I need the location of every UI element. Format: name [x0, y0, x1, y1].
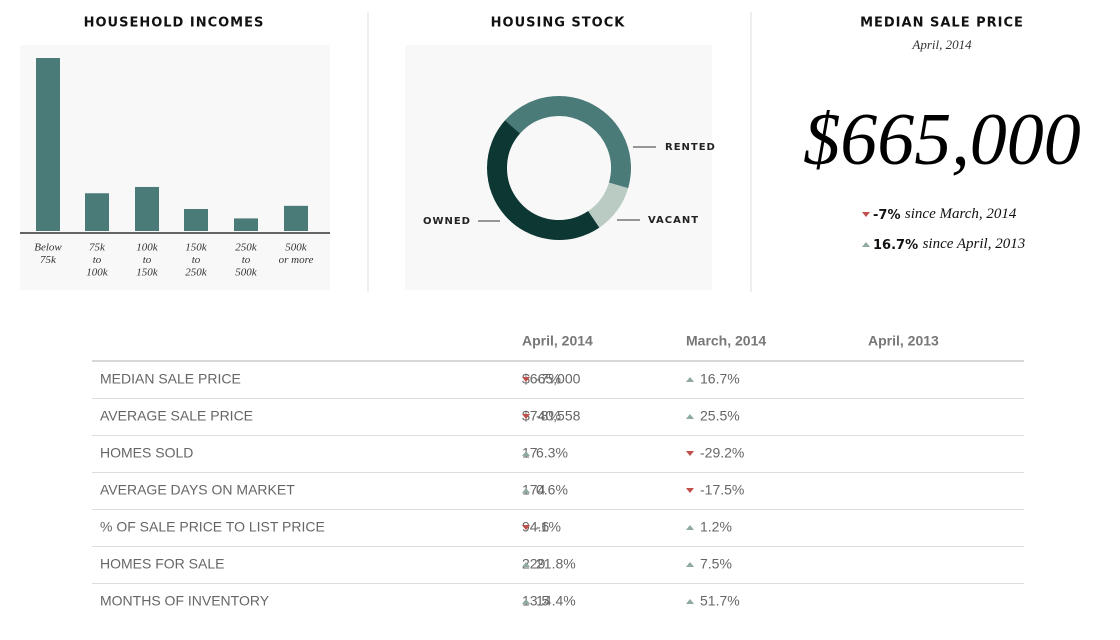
x-tick-label: 250k: [235, 242, 258, 254]
x-tick-label: 75k: [40, 254, 57, 266]
arrow-up: [686, 562, 694, 567]
change-value: 16.7%: [873, 238, 918, 253]
cell: 25.5%: [700, 408, 740, 424]
bar: [284, 205, 308, 231]
row-label: AVERAGE SALE PRICE: [100, 408, 253, 424]
x-tick-label: 150k: [185, 242, 208, 254]
cell: -1%: [536, 519, 561, 535]
cell: 94.6: [522, 519, 549, 535]
change-text: since March, 2014: [905, 206, 1017, 222]
bar: [135, 186, 159, 231]
arrow-down: [686, 451, 694, 456]
row-label: % OF SALE PRICE TO LIST PRICE: [100, 519, 325, 535]
x-tick-label: 75k: [89, 242, 106, 254]
cell: 7.5%: [700, 556, 732, 572]
stat-change: -7% since March, 2014: [873, 206, 1017, 223]
bar: [85, 193, 109, 231]
segment-label: VACANT: [648, 215, 699, 226]
donut-panel-bg: [405, 45, 712, 290]
x-tick-label: 100k: [136, 242, 159, 254]
x-tick-label: or more: [279, 254, 314, 266]
segment-label: OWNED: [423, 216, 471, 227]
bar: [36, 58, 60, 231]
arrow-up: [686, 525, 694, 530]
arrow-up: [522, 562, 530, 567]
arrow-down: [686, 488, 694, 493]
bar: [234, 218, 258, 231]
arrow-up: [522, 599, 530, 604]
x-tick-label: 500k: [235, 267, 258, 279]
arrow-up: [686, 599, 694, 604]
stat-title: MEDIAN SALE PRICE: [860, 16, 1024, 31]
arrow-up: [862, 242, 870, 247]
cell: 51.7%: [700, 593, 740, 609]
arrow-down: [522, 414, 530, 419]
stat-change: 16.7% since April, 2013: [873, 236, 1025, 253]
cell: 174: [522, 482, 546, 498]
arrow-up: [686, 377, 694, 382]
row-label: MONTHS OF INVENTORY: [100, 593, 270, 609]
x-tick-label: 100k: [86, 267, 109, 279]
cell: 229: [522, 556, 546, 572]
cell: $665,000: [522, 371, 581, 387]
column-header: April, 2013: [868, 333, 939, 349]
x-tick-label: to: [143, 254, 152, 266]
bar: [184, 208, 208, 231]
row-label: AVERAGE DAYS ON MARKET: [100, 482, 295, 498]
cell: 21.8%: [536, 556, 576, 572]
arrow-down: [522, 525, 530, 530]
arrow-up: [522, 488, 530, 493]
donut-segment: [587, 182, 629, 228]
cell: 13.5: [522, 593, 549, 609]
stat-value: $665,000: [803, 99, 1081, 181]
donut-title: HOUSING STOCK: [491, 16, 626, 31]
cell: -17.5%: [700, 482, 744, 498]
column-header: April, 2014: [522, 333, 593, 349]
bar-title: HOUSEHOLD INCOMES: [84, 16, 265, 31]
x-tick-label: 150k: [136, 267, 159, 279]
cell: 14.4%: [536, 593, 576, 609]
change-value: -7%: [873, 208, 900, 223]
column-header: March, 2014: [686, 333, 766, 349]
cell: 0.6%: [536, 482, 568, 498]
cell: 1.2%: [700, 519, 732, 535]
row-label: HOMES FOR SALE: [100, 556, 224, 572]
x-tick-label: to: [192, 254, 201, 266]
bar-panel-bg: [20, 45, 330, 290]
x-tick-label: Below: [34, 242, 62, 254]
cell: 6.3%: [536, 445, 568, 461]
change-text: since April, 2013: [923, 236, 1026, 252]
cell: -8%: [536, 408, 561, 424]
cell: $740,558: [522, 408, 581, 424]
arrow-down: [862, 212, 870, 217]
donut-segment: [505, 96, 631, 189]
arrow-up: [686, 414, 694, 419]
cell: -7%: [536, 371, 561, 387]
arrow-down: [522, 377, 530, 382]
cell: -29.2%: [700, 445, 744, 461]
x-tick-label: to: [242, 254, 251, 266]
cell: 17: [522, 445, 538, 461]
arrow-up: [522, 451, 530, 456]
x-tick-label: 500k: [285, 242, 308, 254]
x-tick-label: 250k: [185, 267, 208, 279]
x-tick-label: to: [93, 254, 102, 266]
row-label: HOMES SOLD: [100, 445, 193, 461]
row-label: MEDIAN SALE PRICE: [100, 371, 241, 387]
segment-label: RENTED: [665, 142, 716, 153]
donut-segment: [487, 120, 600, 240]
cell: 16.7%: [700, 371, 740, 387]
stat-subtitle: April, 2014: [911, 37, 972, 52]
